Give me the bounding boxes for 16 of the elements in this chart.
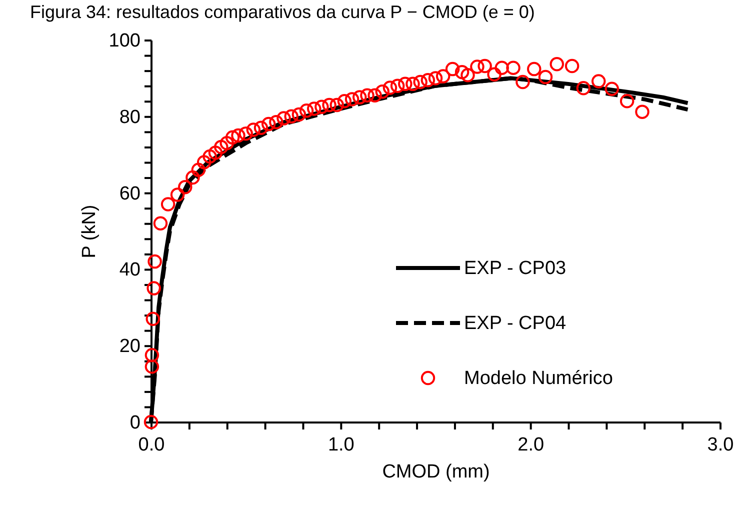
x-axis-title: CMOD (mm) <box>382 462 490 482</box>
y-tick-label: 40 <box>119 260 140 281</box>
y-tick-label: 60 <box>119 183 140 204</box>
x-tick-label: 1.0 <box>328 434 354 456</box>
y-tick-label: 80 <box>119 106 140 128</box>
y-tick-label: 0 <box>130 412 140 434</box>
y-tick-label: 100 <box>108 30 140 52</box>
x-tick-label: 3.0 <box>707 434 734 456</box>
chart-title: Figura 34: resultados comparativos da curva P − CMOD (e = 0) <box>30 2 535 22</box>
y-tick-label: 20 <box>119 336 140 358</box>
legend-label: EXP - CP03 <box>464 258 566 279</box>
x-tick-label: 0.0 <box>138 434 165 456</box>
legend-label: Modelo Numérico <box>464 368 613 389</box>
x-tick-label: 2.0 <box>518 434 544 456</box>
y-axis-title: P (kN) <box>78 204 100 258</box>
legend-label: EXP - CP04 <box>464 313 567 334</box>
